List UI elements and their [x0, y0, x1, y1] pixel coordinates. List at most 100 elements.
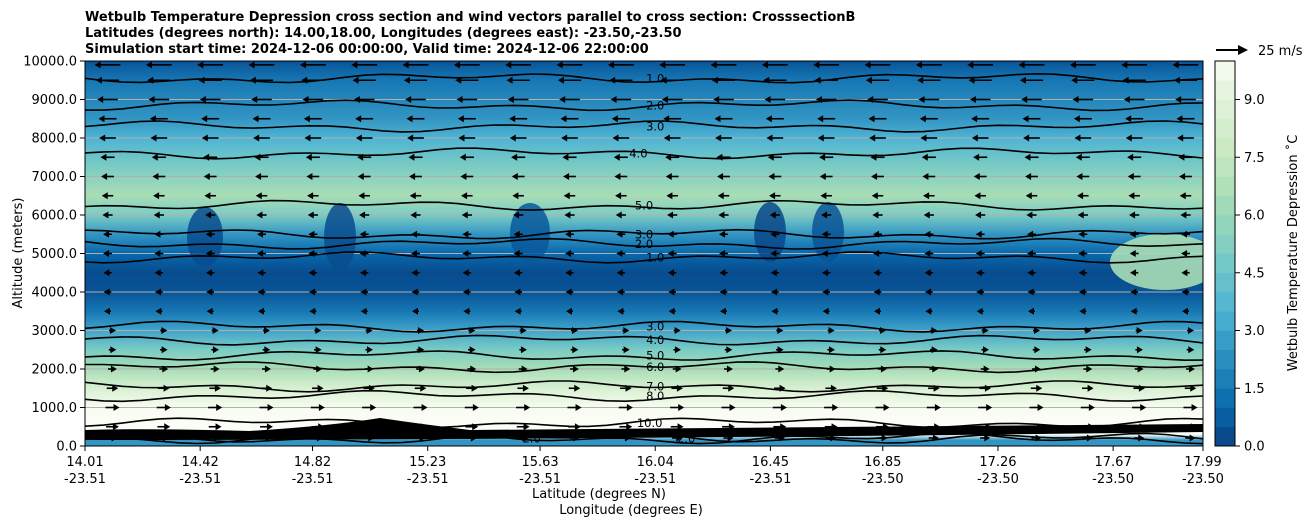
wind-vector: [973, 173, 987, 180]
wind-vector: [519, 346, 527, 354]
wind-vector: [873, 288, 882, 296]
wind-vector: [978, 423, 992, 431]
wind-vector: [309, 288, 317, 296]
wind-vector: [516, 404, 531, 411]
wind-vector: [719, 269, 728, 277]
wind-vector: [412, 307, 419, 315]
wind-vector: [1080, 404, 1095, 411]
wind-vector: [827, 346, 835, 354]
wind-vector: [1125, 115, 1144, 123]
colorbar-label: Wetbulb Temperature Depression ˚C: [1285, 135, 1301, 372]
wind-vector: [411, 288, 420, 296]
colorbar-band: [1215, 176, 1235, 197]
wind-vector: [570, 346, 579, 354]
wind-vector: [973, 153, 988, 161]
wind-vector: [1132, 423, 1146, 431]
wind-vector: [463, 307, 471, 315]
wind-vector: [827, 327, 835, 334]
colorbar-band: [1215, 61, 1235, 81]
wind-vector: [363, 384, 375, 392]
contour-line: [85, 417, 1203, 429]
wind-vector: [1130, 269, 1139, 277]
wind-vector: [821, 230, 831, 238]
wind-vector: [147, 76, 171, 84]
wind-vector: [307, 192, 319, 200]
wind-vector: [873, 269, 882, 277]
wind-vector: [930, 327, 938, 334]
wind-vector: [620, 434, 631, 442]
wind-vector: [314, 327, 322, 334]
wind-vector: [723, 434, 734, 442]
wind-vector: [1129, 230, 1139, 238]
wind-vector: [1129, 211, 1140, 219]
wind-vector: [203, 153, 218, 161]
x-tick-label-lat: 16.85: [864, 455, 901, 470]
wind-vector: [103, 269, 112, 277]
wind-vector: [145, 61, 172, 69]
wind-vector: [875, 404, 890, 411]
wind-vector: [1129, 250, 1139, 257]
wind-vector: [670, 404, 685, 411]
wind-vector: [1072, 96, 1094, 103]
contour-label: 3.0: [646, 119, 664, 133]
contour-line: [85, 350, 1203, 362]
colorbar-band: [1215, 292, 1235, 312]
wind-vector: [971, 134, 989, 142]
wind-vector: [260, 423, 273, 431]
wind-vector: [364, 365, 374, 373]
wind-vector: [1078, 250, 1088, 257]
contour-line: [85, 147, 1203, 160]
wind-vector: [456, 96, 478, 103]
wind-vector: [620, 384, 632, 392]
wind-vector: [769, 211, 780, 219]
wind-vector: [411, 230, 420, 238]
wind-vector: [1071, 76, 1095, 84]
colorbar-band: [1215, 407, 1235, 428]
wind-vector: [313, 365, 323, 373]
wind-vector: [254, 153, 269, 161]
wind-vector: [871, 192, 884, 200]
wind-vector: [559, 96, 580, 103]
contour-label: 6.0: [646, 360, 664, 374]
wind-vector: [468, 346, 476, 354]
wind-vector: [468, 327, 476, 334]
wind-vector: [614, 173, 628, 180]
contour-line: [85, 72, 1203, 84]
wind-vector: [617, 307, 625, 315]
contour-line: [85, 251, 1203, 264]
contour-label: 2.0: [677, 431, 695, 445]
wind-vector: [153, 192, 165, 200]
wind-vector: [303, 115, 322, 123]
wind-vector: [1135, 346, 1143, 354]
y-tick-label: 1000.0: [32, 401, 78, 416]
contour-line: [85, 380, 1203, 393]
wind-vector: [205, 230, 215, 238]
wind-vector: [565, 250, 574, 257]
x-tick-label-lon: -23.51: [64, 472, 106, 487]
chart-title: Wetbulb Temperature Depression cross sec…: [85, 10, 855, 57]
wind-vector: [306, 173, 320, 180]
wind-vector: [919, 115, 938, 123]
wind-vector: [467, 365, 477, 373]
wind-vector: [976, 288, 984, 296]
colorbar-band: [1215, 118, 1235, 139]
moist-plume: [510, 203, 550, 263]
wind-vector: [157, 423, 171, 431]
wind-vector: [103, 288, 112, 296]
wind-vector: [619, 423, 633, 431]
x-tick-label-lon: -23.51: [179, 472, 221, 487]
wind-vector: [206, 269, 215, 277]
wind-vector: [1031, 434, 1042, 442]
contour-label: 1.0: [646, 250, 664, 264]
wind-vector: [668, 269, 677, 277]
wind-vector: [773, 423, 787, 431]
x-tick-label-lat: 15.63: [521, 455, 558, 470]
wind-vector: [819, 173, 833, 180]
wind-vector: [301, 76, 325, 84]
wind-vector: [975, 211, 986, 219]
x-tick-label-lat: 17.26: [979, 455, 1016, 470]
wind-vector: [566, 307, 573, 315]
wind-vector: [414, 423, 427, 431]
wind-vector: [971, 115, 990, 123]
